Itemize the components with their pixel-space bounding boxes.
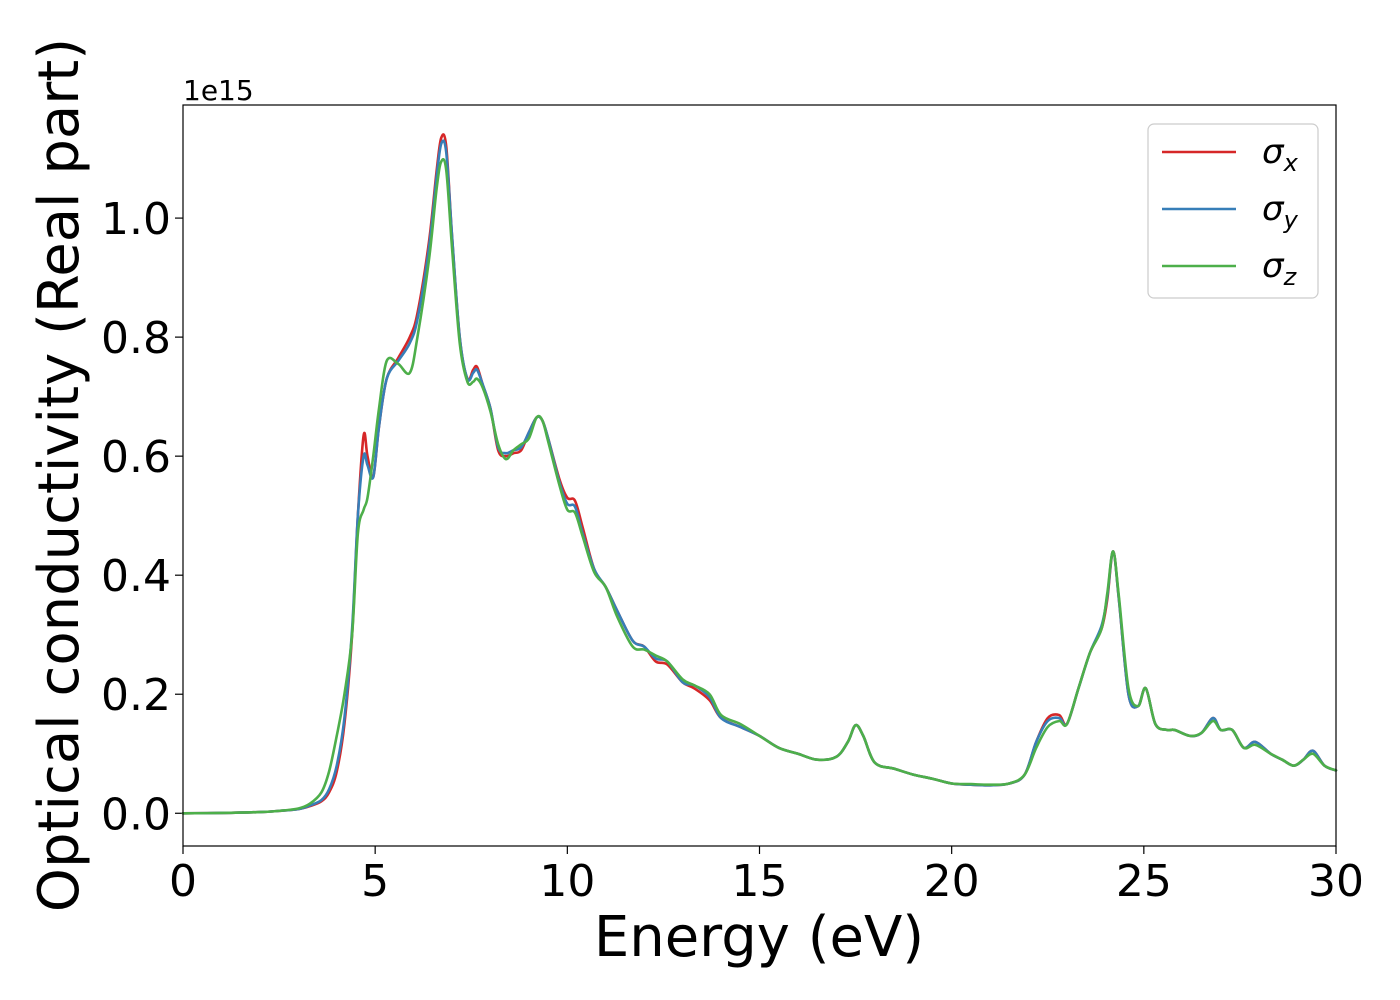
y-tick-label: 0.2: [101, 670, 171, 721]
x-tick-label: 25: [1116, 856, 1172, 907]
y-tick-label: 0.6: [101, 432, 171, 483]
y-tick-label: 0.4: [101, 551, 171, 602]
y-tick-label: 0.0: [101, 789, 171, 840]
x-axis-ticks: 0 5 10 15 20 25 30: [169, 846, 1364, 907]
x-tick-label: 5: [361, 856, 389, 907]
y-tick-label: 1.0: [101, 194, 171, 245]
x-tick-label: 0: [169, 856, 197, 907]
plot-frame: [182, 104, 1337, 847]
legend-label-z: σz: [1262, 246, 1298, 291]
x-tick-label: 20: [924, 856, 980, 907]
plot-area: [183, 105, 1336, 846]
y-offset-text: 1e15: [183, 74, 254, 107]
x-tick-label: 15: [732, 856, 788, 907]
y-axis-label: Optical conductivity (Real part): [27, 38, 92, 912]
legend-subscript: z: [1283, 263, 1298, 291]
x-tick-label: 30: [1308, 856, 1364, 907]
x-tick-label: 10: [539, 856, 595, 907]
series-layer: [181, 133, 1338, 815]
y-tick-label: 0.8: [101, 313, 171, 364]
y-axis-ticks: 0.0 0.2 0.4 0.6 0.8 1.0: [101, 194, 183, 840]
legend-box: [1147, 123, 1319, 299]
legend-symbol: σ: [1262, 246, 1285, 286]
x-axis-label: Energy (eV): [594, 905, 924, 970]
legend-symbol: σ: [1262, 189, 1285, 229]
series-line-z: [181, 157, 1338, 815]
legend-label-y: σy: [1262, 189, 1299, 234]
legend-symbol: σ: [1262, 132, 1285, 172]
legend-subscript: x: [1283, 149, 1299, 177]
legend-subscript: y: [1283, 206, 1299, 234]
legend-label-x: σx: [1262, 132, 1299, 177]
